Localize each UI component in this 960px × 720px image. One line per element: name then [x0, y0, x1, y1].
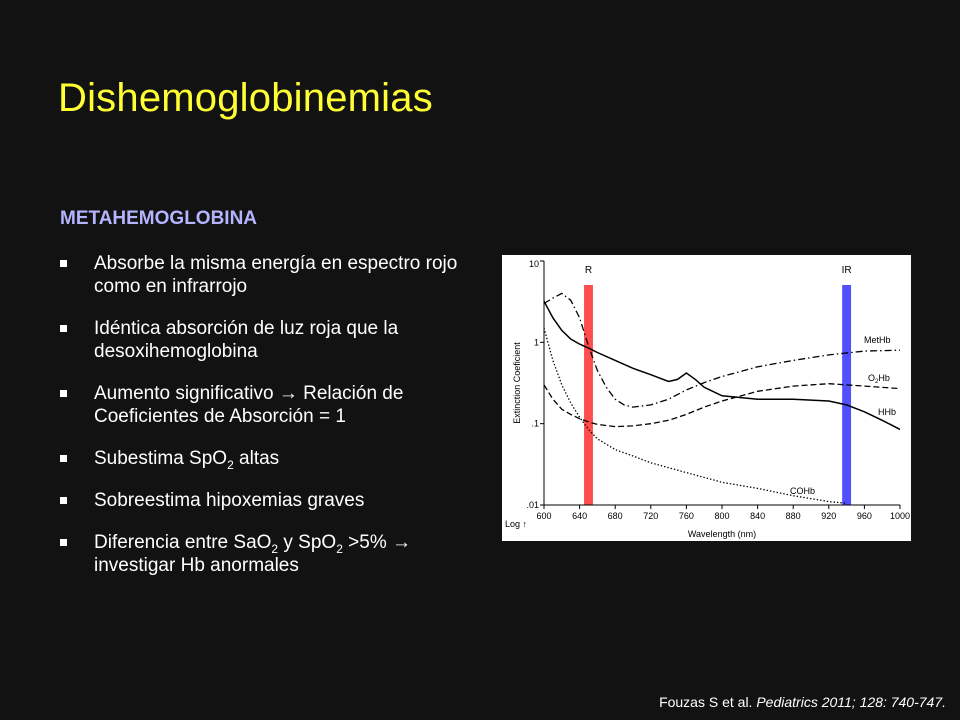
band-ir — [842, 285, 852, 505]
citation-journal: Pediatrics 2011; 128: 740-747. — [756, 694, 946, 710]
x-tick-label: 680 — [608, 511, 623, 521]
bullet-item: Subestima SpO2 altas — [60, 447, 480, 472]
x-tick-label: 760 — [679, 511, 694, 521]
square-bullet-icon — [60, 260, 67, 267]
subscript-text: 2 — [336, 541, 343, 556]
series-label: COHb — [790, 486, 815, 496]
x-tick-label: 880 — [786, 511, 801, 521]
band-r — [584, 285, 593, 505]
band-label: IR — [842, 265, 852, 276]
series-label: HHb — [878, 407, 896, 417]
series-line-hhb — [543, 300, 901, 431]
bullet-item: Diferencia entre SaO2 y SpO2 >5% → inves… — [60, 531, 480, 577]
bullet-text: y SpO — [278, 532, 337, 553]
band-label: R — [585, 265, 592, 276]
y-axis-label: Extinction Coeficient — [512, 342, 522, 424]
square-bullet-icon — [60, 390, 67, 397]
x-tick-label: 600 — [536, 511, 551, 521]
bullet-text: Diferencia entre SaO — [94, 532, 272, 553]
bullet-text: Aumento significativo → Relación de Coef… — [94, 383, 404, 427]
bullet-text: Idéntica absorción de luz roja que la de… — [94, 318, 399, 362]
citation-authors: Fouzas S et al. — [659, 694, 757, 710]
bullet-text: altas — [233, 448, 280, 469]
x-tick-label: 960 — [857, 511, 872, 521]
bullet-text: Absorbe la misma energía en espectro roj… — [94, 253, 458, 297]
series-label-name: O — [868, 373, 875, 383]
square-bullet-icon — [60, 497, 67, 504]
bullet-text: Sobreestima hipoxemias graves — [94, 490, 365, 511]
bullet-item: Sobreestima hipoxemias graves — [60, 489, 480, 512]
x-tick-label: 920 — [821, 511, 836, 521]
y-tick-label: .1 — [531, 419, 539, 429]
bullet-item: Absorbe la misma energía en espectro roj… — [60, 252, 480, 298]
series-label-name: MetHb — [864, 335, 891, 345]
y-tick-label: .01 — [526, 500, 539, 510]
x-tick-label: 1000 — [890, 511, 910, 521]
series-line-ohb — [543, 383, 901, 428]
absorption-chart: R IR .01 .1 1 10 600 640 680 720 760 800 840 880 920 96… — [502, 255, 911, 541]
y-tick-label: 10 — [529, 259, 539, 269]
x-axis-label: Wavelength (nm) — [688, 529, 756, 539]
series-label-after: Hb — [878, 373, 890, 383]
bullet-item: Aumento significativo → Relación de Coef… — [60, 382, 480, 428]
series-label-name: HHb — [878, 407, 896, 417]
x-tick-label: 720 — [643, 511, 658, 521]
bullet-list: Absorbe la misma energía en espectro roj… — [60, 252, 480, 596]
series-label-name: COHb — [790, 486, 815, 496]
square-bullet-icon — [60, 539, 67, 546]
series-line-methb — [543, 292, 901, 408]
square-bullet-icon — [60, 325, 67, 332]
absorption-chart-svg: R IR .01 .1 1 10 600 640 680 720 760 800 840 880 920 96… — [505, 259, 910, 539]
citation: Fouzas S et al. Pediatrics 2011; 128: 74… — [659, 694, 946, 710]
series-label: O2Hb — [868, 373, 890, 385]
x-tick-label: 840 — [750, 511, 765, 521]
bullet-item: Idéntica absorción de luz roja que la de… — [60, 317, 480, 363]
series-label: MetHb — [864, 335, 891, 345]
square-bullet-icon — [60, 455, 67, 462]
slide-title: Dishemoglobinemias — [58, 76, 433, 120]
y-tick-label: 1 — [534, 337, 539, 347]
x-tick-label: 800 — [714, 511, 729, 521]
y-axis-note: Log ↑ — [505, 519, 527, 529]
bullet-text: Subestima SpO — [94, 448, 228, 469]
subscript-text: 2 — [271, 541, 279, 556]
series-label-sub: 2 — [875, 379, 879, 385]
section-subtitle: METAHEMOGLOBINA — [60, 208, 258, 229]
bullet-text: >5% → investigar Hb anormales — [94, 532, 411, 576]
subscript-text: 2 — [227, 457, 234, 472]
x-tick-label: 640 — [572, 511, 587, 521]
